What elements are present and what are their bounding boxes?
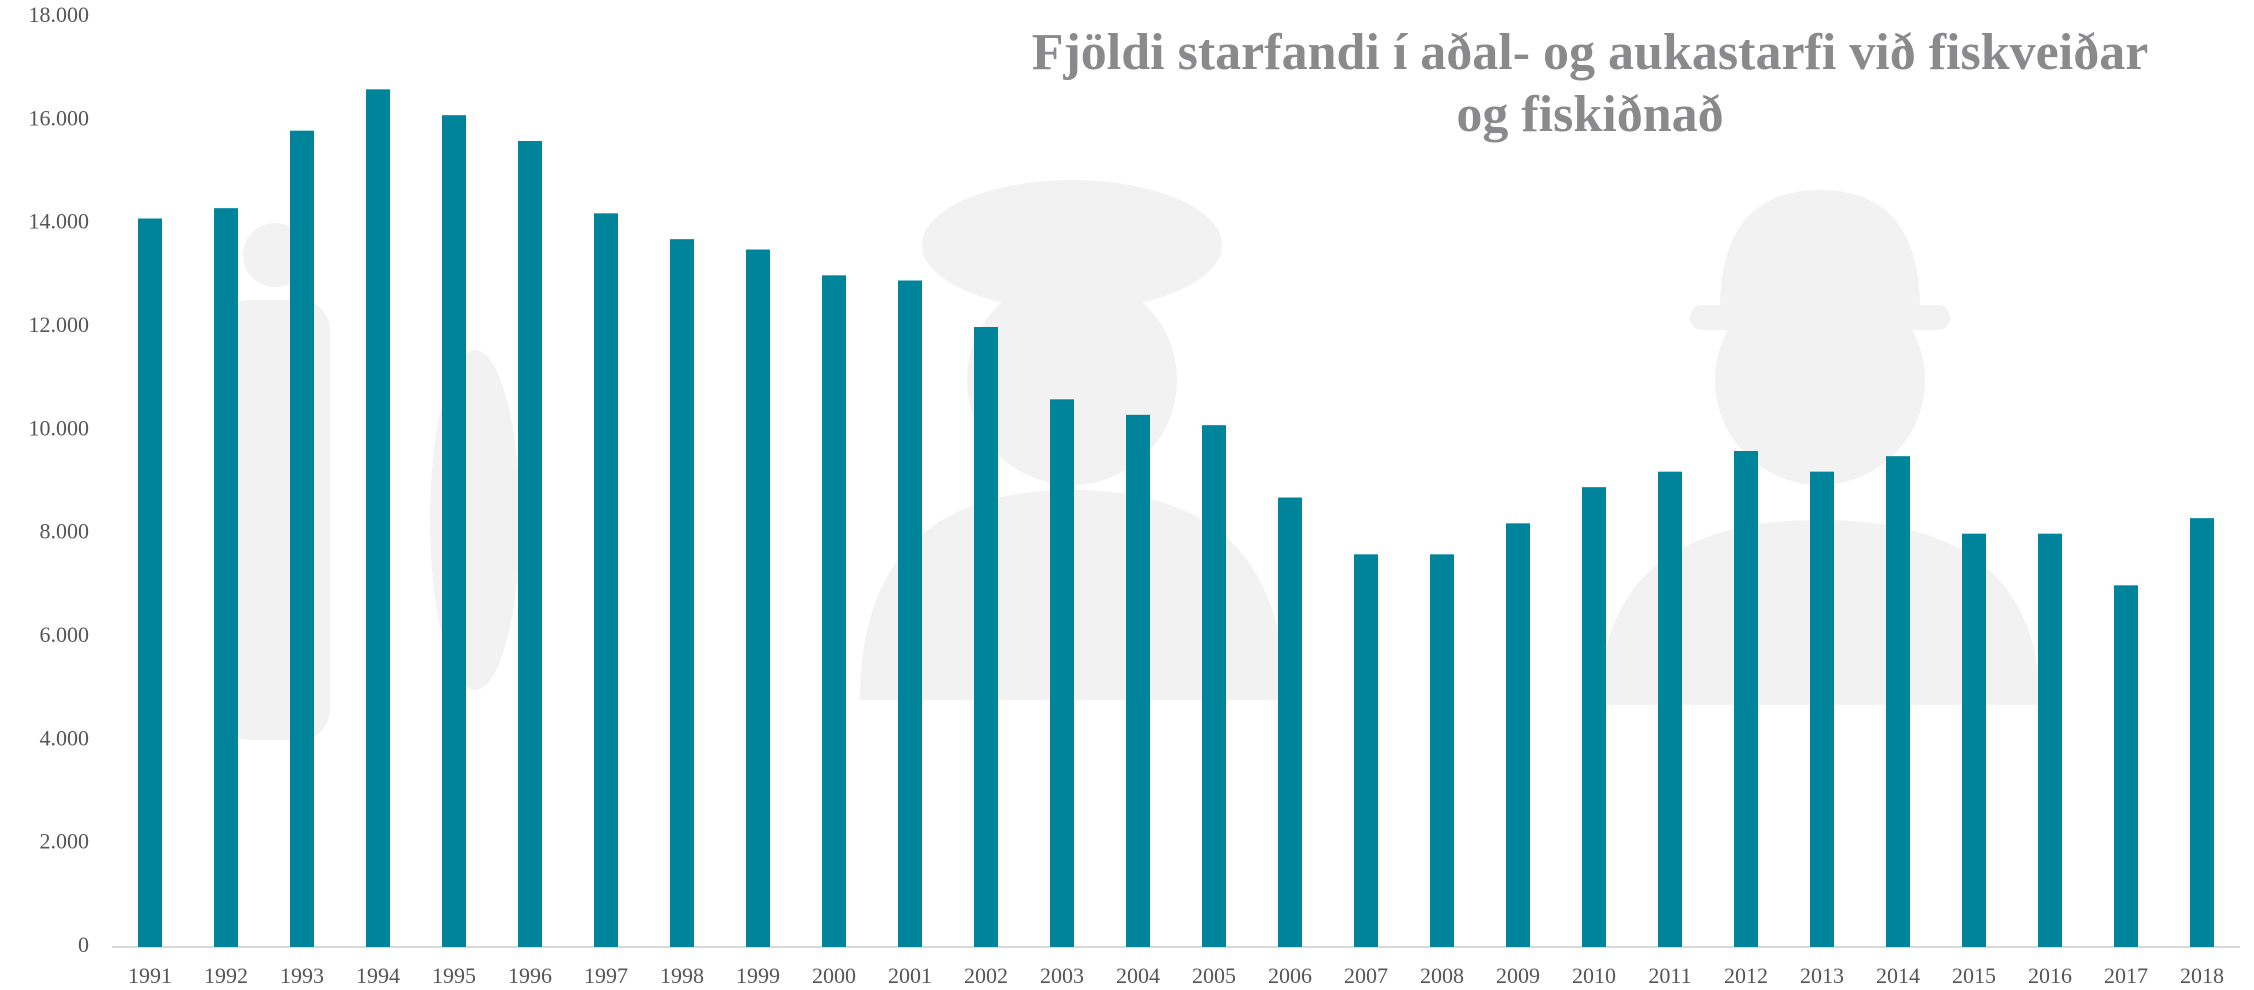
bar: [290, 131, 314, 947]
x-tick-label: 2002: [964, 963, 1008, 988]
bar: [214, 208, 238, 947]
chart: 0 2.000 4.000 6.000 8.000 10.000 12.000 14.000 1…: [0, 0, 2254, 990]
bar: [898, 281, 922, 948]
x-tick-label: 2013: [1800, 963, 1844, 988]
x-tick-label: 2005: [1192, 963, 1236, 988]
x-tick-label: 2007: [1344, 963, 1388, 988]
y-tick-label: 6.000: [40, 622, 90, 647]
x-tick-label: 2017: [2104, 963, 2148, 988]
y-tick-label: 14.000: [29, 209, 90, 234]
x-tick-label: 2016: [2028, 963, 2072, 988]
x-tick-label: 2015: [1952, 963, 1996, 988]
x-tick-label: 2000: [812, 963, 856, 988]
y-tick-label: 0: [78, 932, 89, 957]
x-tick-label: 1996: [508, 963, 552, 988]
x-tick-label: 1992: [204, 963, 248, 988]
y-tick-label: 2.000: [40, 829, 90, 854]
bar: [670, 239, 694, 947]
x-tick-label: 1998: [660, 963, 704, 988]
bar: [2190, 518, 2214, 947]
bar: [1886, 456, 1910, 947]
x-tick-label: 2014: [1876, 963, 1920, 988]
bar: [1050, 399, 1074, 947]
x-tick-label: 2004: [1116, 963, 1160, 988]
bar: [138, 219, 162, 948]
x-tick-label: 1995: [432, 963, 476, 988]
y-tick-label: 18.000: [29, 2, 90, 27]
bar: [974, 327, 998, 947]
chart-title: Fjöldi starfandi í aðal- og aukastarfi v…: [1020, 22, 2160, 146]
bar: [1962, 534, 1986, 947]
bar: [594, 213, 618, 947]
x-tick-label: 2003: [1040, 963, 1084, 988]
x-tick-label: 1991: [128, 963, 172, 988]
x-tick-label: 1994: [356, 963, 400, 988]
bar: [1734, 451, 1758, 947]
y-tick-label: 10.000: [29, 415, 90, 440]
x-tick-label: 2009: [1496, 963, 1540, 988]
x-tick-label: 2018: [2180, 963, 2224, 988]
bar: [822, 275, 846, 947]
x-tick-label: 1999: [736, 963, 780, 988]
bar: [366, 89, 390, 947]
x-tick-label: 2010: [1572, 963, 1616, 988]
x-tick-label: 2012: [1724, 963, 1768, 988]
bar: [1506, 523, 1530, 947]
page: 0 2.000 4.000 6.000 8.000 10.000 12.000 14.000 1…: [0, 0, 2254, 990]
bar: [518, 141, 542, 947]
bar: [1278, 498, 1302, 948]
y-tick-label: 16.000: [29, 105, 90, 130]
x-tick-label: 2006: [1268, 963, 1312, 988]
x-tick-label: 1993: [280, 963, 324, 988]
x-tick-label: 2008: [1420, 963, 1464, 988]
x-tick-label: 2011: [1648, 963, 1691, 988]
y-tick-label: 4.000: [40, 725, 90, 750]
bar: [1126, 415, 1150, 947]
y-tick-label: 12.000: [29, 312, 90, 337]
bar: [1658, 472, 1682, 947]
bar: [1582, 487, 1606, 947]
bar: [1202, 425, 1226, 947]
bar: [2114, 585, 2138, 947]
bar: [746, 250, 770, 948]
bar: [1354, 554, 1378, 947]
x-tick-label: 2001: [888, 963, 932, 988]
bar: [2038, 534, 2062, 947]
y-tick-label: 8.000: [40, 519, 90, 544]
bar: [442, 115, 466, 947]
bar: [1810, 472, 1834, 947]
bar: [1430, 554, 1454, 947]
x-tick-label: 1997: [584, 963, 628, 988]
